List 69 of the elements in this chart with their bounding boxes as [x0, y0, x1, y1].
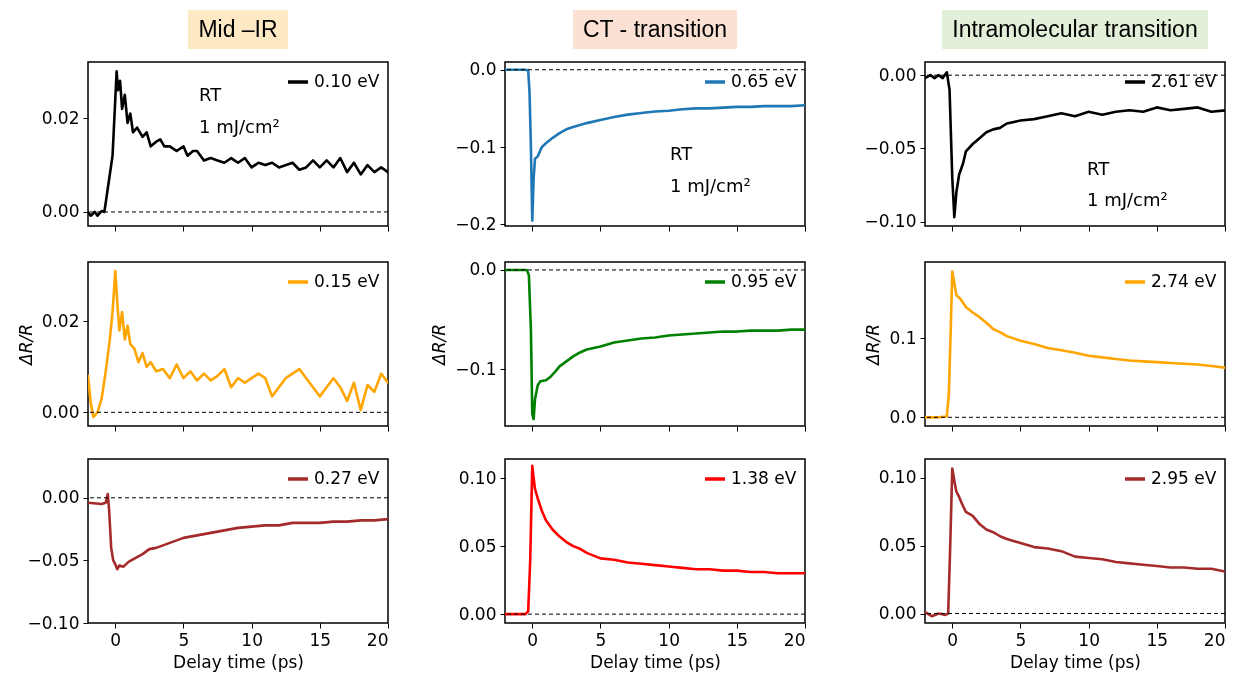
y-tick-label: 0.00 [41, 487, 80, 508]
y-tick-label: 0.05 [458, 535, 497, 556]
y-tick-label: −0.10 [27, 612, 80, 633]
annotation: RT [670, 143, 694, 165]
x-tick-label: 5 [1015, 629, 1027, 650]
y-tick-label: −0.1 [455, 358, 497, 379]
legend-label: 0.10 eV [314, 71, 380, 91]
legend-label: 0.65 eV [731, 71, 797, 91]
y-tick-label: 0.02 [41, 107, 80, 128]
x-tick-label: 15 [309, 629, 332, 650]
y-tick-label: 0.05 [878, 535, 917, 556]
x-tick-label: 0 [947, 629, 959, 650]
x-tick-label: 5 [595, 629, 607, 650]
y-axis-title: ΔR/R [429, 324, 450, 367]
annotation: 1 mJ/cm² [670, 174, 751, 196]
annotation: RT [199, 84, 223, 106]
line-series [88, 269, 388, 419]
y-tick-label: −0.05 [864, 137, 917, 158]
y-tick-label: 0.00 [878, 64, 917, 85]
line-series [88, 492, 388, 571]
line-series [505, 268, 805, 421]
line-series [925, 270, 1225, 419]
y-axis-title: ΔR/R [863, 324, 884, 367]
chart-title: Mid –IR [188, 10, 288, 49]
line-series [925, 467, 1225, 618]
legend-label: 0.95 eV [731, 271, 797, 291]
y-tick-label: 0.00 [41, 401, 80, 422]
x-tick-label: 5 [178, 629, 190, 650]
y-tick-label: −0.05 [27, 549, 80, 570]
annotation: 1 mJ/cm² [1087, 189, 1168, 211]
x-axis-title: Delay time (ps) [1010, 651, 1141, 672]
annotation: 1 mJ/cm² [199, 115, 280, 137]
x-tick-label: 20 [1203, 629, 1226, 650]
y-tick-label: 0.0 [889, 406, 917, 427]
x-tick-label: 0 [110, 629, 122, 650]
y-tick-label: 0.0 [469, 59, 497, 80]
y-tick-label: 0.0 [469, 259, 497, 280]
y-tick-label: −0.1 [455, 136, 497, 157]
x-tick-label: 0 [527, 629, 539, 650]
line-series [505, 68, 805, 222]
y-tick-label: 0.00 [458, 603, 497, 624]
legend-label: 2.61 eV [1151, 71, 1217, 91]
x-axis-title: Delay time (ps) [173, 651, 304, 672]
chart-title: Intramolecular transition [942, 10, 1208, 49]
legend-label: 0.15 eV [314, 271, 380, 291]
x-tick-label: 10 [241, 629, 263, 650]
y-tick-label: 0.02 [41, 310, 80, 331]
x-tick-label: 20 [366, 629, 389, 650]
x-tick-label: 15 [726, 629, 749, 650]
legend-label: 0.27 eV [314, 468, 380, 488]
x-tick-label: 20 [783, 629, 806, 650]
legend-label: 1.38 eV [731, 468, 797, 488]
x-tick-label: 15 [1146, 629, 1169, 650]
y-tick-label: 0.00 [41, 201, 80, 222]
legend-label: 2.74 eV [1151, 271, 1217, 291]
y-tick-label: 0.1 [889, 327, 917, 348]
x-tick-label: 10 [658, 629, 680, 650]
x-axis-title: Delay time (ps) [590, 651, 721, 672]
line-series [505, 464, 805, 616]
y-tick-label: 0.10 [878, 467, 917, 488]
y-tick-label: 0.00 [878, 603, 917, 624]
y-tick-label: −0.10 [864, 211, 917, 232]
chart-title: CT - transition [572, 10, 737, 49]
x-tick-label: 10 [1078, 629, 1100, 650]
legend-label: 2.95 eV [1151, 468, 1217, 488]
annotation: RT [1087, 158, 1111, 180]
y-axis-title: ΔR/R [15, 324, 36, 367]
y-tick-label: 0.10 [458, 467, 497, 488]
y-tick-label: −0.2 [455, 213, 497, 234]
